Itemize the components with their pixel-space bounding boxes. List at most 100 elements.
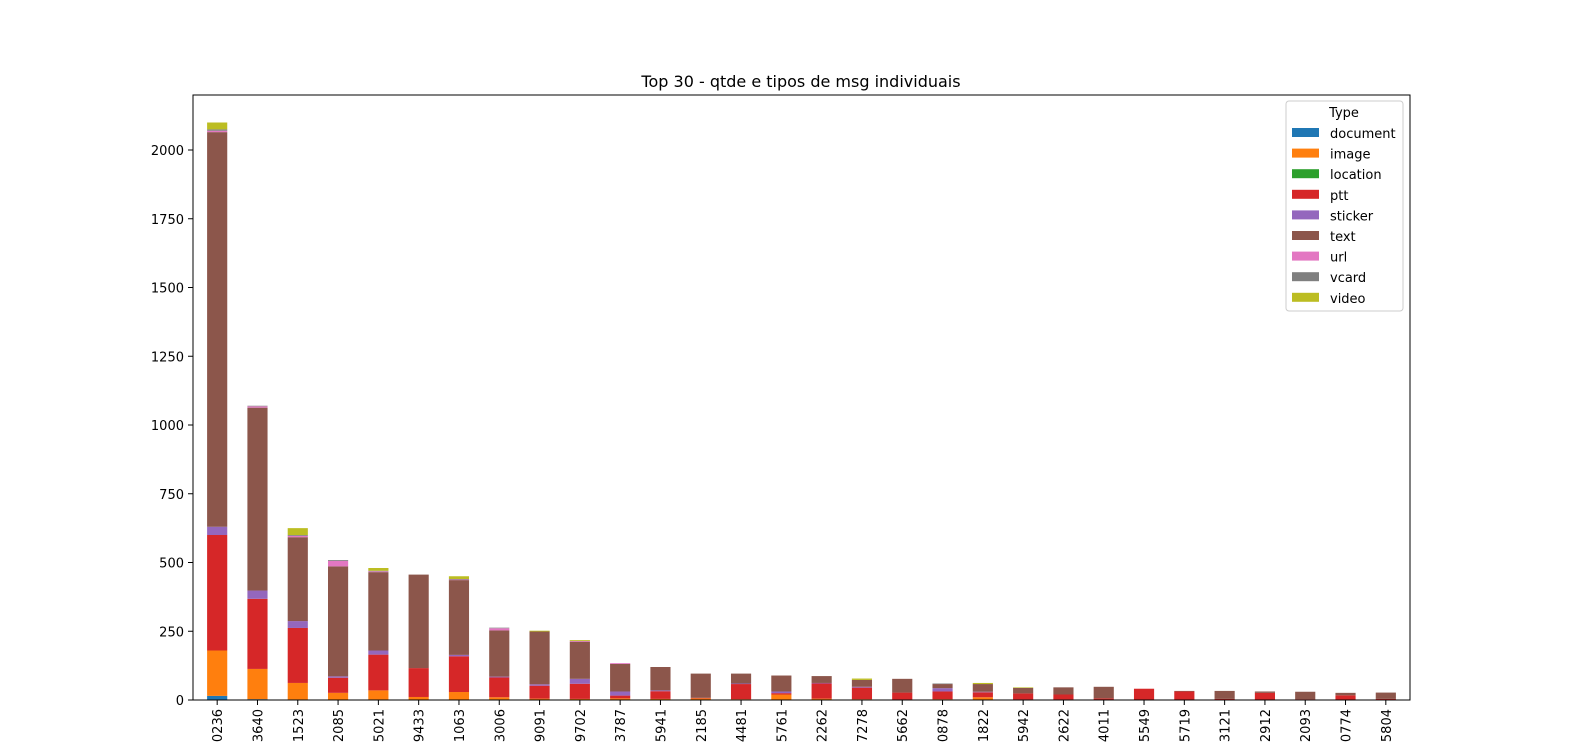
y-tick-label: 0 [176,694,184,709]
legend-label-video: video [1330,292,1366,307]
bar-ptt-2622 [1053,694,1074,700]
bar-video-5021 [368,568,389,571]
x-axis: 0236 3640 1523 2085 5021 9433 1063 3006 9091 9702… [211,700,1395,742]
bar-image-3787 [610,698,631,700]
x-tick-label: 4011 [1098,709,1113,742]
legend-swatch-location [1292,169,1319,179]
bar-text-5942 [1013,687,1034,694]
bar-text-2262 [811,676,832,683]
bar-ptt-5549 [1133,688,1155,700]
bar-image-1822 [972,697,993,700]
bar-text-2085 [328,566,349,677]
y-tick-label: 750 [159,488,184,503]
bar-url-3787 [610,663,631,664]
legend-title: Type [1328,106,1359,121]
legend-label-image: image [1330,148,1371,163]
legend-swatch-text [1292,231,1319,240]
bar-text-0774 [1335,692,1356,696]
bar-vcard-0878 [932,683,953,685]
bar-image-5021 [368,690,389,700]
y-tick-label: 500 [159,557,184,572]
bar-ptt-1523 [287,627,308,683]
bar-video-7278 [851,678,873,680]
bar-text-2622 [1053,687,1074,695]
bar-text-1523 [287,537,308,622]
x-tick-label: 0774 [1340,709,1355,742]
legend-swatch-vcard [1292,272,1319,282]
bar-sticker-0236 [207,526,228,535]
chart-title: Top 30 - qtde e tipos de msg individuais [640,72,960,91]
bar-text-5761 [771,675,792,692]
x-tick-label: 5941 [654,709,669,742]
x-tick-label: 5761 [775,709,790,742]
bar-ptt-2262 [811,683,832,699]
x-tick-label: 2912 [1259,709,1274,742]
bar-sticker-5021 [368,650,389,655]
bar-video-5942 [1013,687,1034,688]
bar-video-9091 [529,630,550,632]
bars-layer [207,122,1396,701]
bar-ptt-1822 [972,692,993,698]
y-tick-label: 1500 [151,282,184,297]
bar-ptt-7278 [851,687,873,700]
bar-text-5662 [892,678,913,693]
x-tick-label: 3787 [614,709,629,742]
bar-video-0236 [207,122,228,130]
bar-sticker-2262 [811,682,832,684]
bar-text-4481 [730,673,752,684]
bar-image-2085 [328,692,349,700]
bar-sticker-4481 [730,683,752,685]
bar-image-9433 [408,696,429,700]
bar-ptt-3787 [610,695,631,699]
bar-vcard-5021 [368,570,389,572]
legend-items: document image location ptt sticker text url vc… [1292,127,1396,307]
bar-document-0236 [207,695,228,701]
x-tick-label: 5804 [1380,709,1395,742]
bar-vcard-2085 [328,560,349,561]
y-tick-label: 250 [159,625,184,640]
bar-url-5021 [368,571,389,573]
bar-ptt-4011 [1093,698,1114,700]
bar-vcard-0236 [207,129,228,131]
bar-text-3006 [489,630,510,677]
bar-ptt-9702 [569,683,590,699]
bar-url-9702 [569,640,590,642]
x-tick-label: 2085 [332,709,347,742]
x-tick-label: 9433 [413,709,428,742]
bar-ptt-5941 [650,691,671,699]
bar-video-1063 [448,576,470,579]
x-tick-label: 3640 [251,709,266,742]
legend-swatch-sticker [1292,210,1319,220]
bar-image-9091 [529,698,550,700]
bar-ptt-5942 [1013,693,1034,700]
bar-ptt-3640 [247,598,268,669]
bar-text-3787 [610,663,631,692]
x-tick-label: 7278 [856,709,871,742]
bar-ptt-0878 [932,691,953,700]
y-tick-label: 1250 [151,350,184,365]
legend-label-url: url [1330,251,1347,266]
bar-text-2185 [690,673,711,698]
x-tick-label: 5021 [372,709,387,742]
bar-image-3006 [489,697,510,700]
legend-swatch-document [1292,128,1319,137]
bar-sticker-3006 [489,676,510,678]
bar-url-3640 [247,406,268,408]
bar-image-1063 [448,692,470,700]
bar-text-7278 [851,679,873,687]
x-tick-label: 1063 [453,709,468,742]
bar-text-5941 [650,667,671,691]
bar-url-3006 [489,628,510,631]
bar-ptt-5719 [1174,691,1195,700]
bar-url-1523 [287,535,308,538]
bar-image-1523 [287,682,308,700]
bar-ptt-5021 [368,654,389,691]
bar-text-4011 [1093,686,1114,699]
bar-text-5021 [368,572,389,651]
x-tick-label: 9091 [534,709,549,742]
legend-label-text: text [1330,230,1356,245]
legend-label-location: location [1330,168,1382,183]
x-tick-label: 9702 [574,709,589,742]
bar-text-3640 [247,407,268,591]
